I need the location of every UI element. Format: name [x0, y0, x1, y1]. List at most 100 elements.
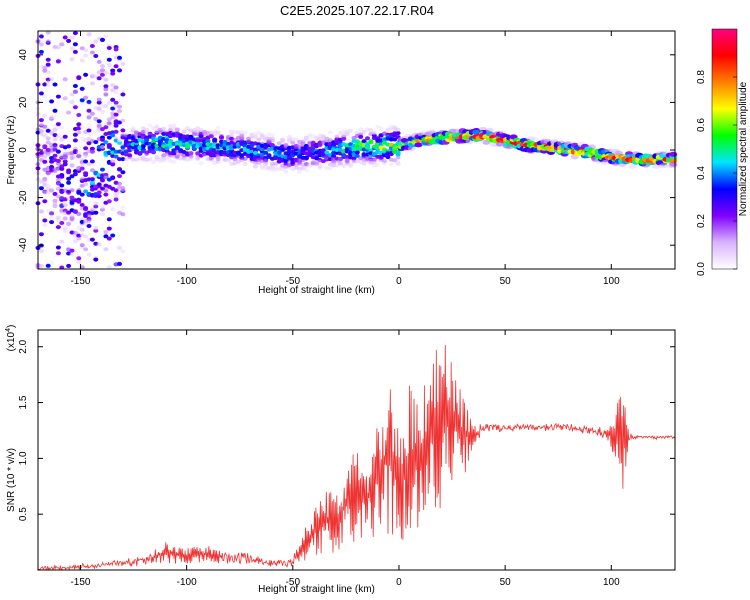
spectrogram-cell [334, 134, 340, 139]
spectrogram-cell [269, 143, 275, 147]
spectrogram-x-tick-label: 100 [603, 276, 620, 287]
spectrogram-cell [137, 151, 143, 156]
spectrogram-cell [55, 122, 61, 127]
spectrogram-cell [303, 155, 309, 160]
spectrogram-cell [361, 129, 367, 134]
spectrogram-cell [106, 217, 112, 222]
spectrogram-cell [351, 156, 357, 161]
spectrogram-cell [55, 149, 61, 154]
spectrogram-cell [361, 161, 367, 166]
spectrogram-cell [147, 157, 153, 162]
spectrogram-cell [72, 239, 78, 244]
spectrogram-cell [69, 200, 75, 205]
spectrogram-cell [252, 150, 258, 155]
spectrogram-cell [601, 160, 610, 165]
spectrogram-cell [76, 150, 82, 155]
spectrogram-cell [120, 249, 126, 254]
spectrogram-cell [83, 48, 89, 53]
spectrogram-cell [79, 98, 85, 103]
spectrogram-cell [55, 94, 61, 99]
spectrogram-cell [42, 199, 48, 204]
spectrogram-x-tick-label: 50 [500, 276, 512, 287]
spectrogram-cell [79, 227, 85, 232]
spectrogram-cell [256, 130, 262, 135]
spectrogram-cell [38, 232, 44, 237]
spectrogram-cell [652, 164, 661, 169]
spectrogram-cell [55, 45, 61, 50]
spectrogram-cell [55, 134, 61, 139]
spectrogram-cell [392, 137, 398, 142]
spectrogram-cell [117, 68, 122, 73]
spectrogram-cell [280, 167, 286, 172]
spectrogram-cell [59, 42, 65, 47]
spectrogram-cell [83, 171, 89, 176]
spectrogram-cell [93, 226, 99, 230]
spectrogram-cell [280, 137, 286, 142]
spectrogram-cell [263, 150, 269, 155]
spectrogram-cell [117, 245, 122, 250]
spectrogram-cell [103, 188, 109, 193]
spectrogram-cell [103, 103, 109, 108]
snr-y-tick-label: 0.5 [18, 507, 29, 521]
spectrogram-y-tick-label: -40 [18, 238, 29, 253]
spectrogram-cell [93, 117, 99, 121]
spectrogram-cell [45, 190, 51, 195]
spectrogram-cell [52, 108, 58, 113]
spectrogram-cell [42, 65, 48, 70]
spectrogram-cell [72, 42, 78, 47]
spectrogram-cell [86, 99, 92, 104]
spectrogram-cell [327, 166, 333, 171]
spectrogram-cell [89, 50, 95, 55]
spectrogram-cell [392, 158, 398, 163]
spectrogram-cell [45, 39, 51, 44]
spectrogram-cell [55, 251, 61, 256]
spectrogram-cell [378, 126, 384, 131]
spectrogram-cell [72, 132, 78, 137]
spectrogram-cell [113, 47, 119, 52]
spectrogram-cell [120, 118, 126, 123]
spectrogram-cell [157, 139, 163, 144]
spectrogram-cell [137, 137, 143, 142]
spectrogram-cell [337, 157, 343, 162]
spectrogram-cell [89, 146, 95, 151]
spectrogram-cell [62, 162, 68, 167]
spectrogram-cell [100, 145, 105, 149]
spectrogram-cell [96, 59, 102, 64]
spectrogram-cell [120, 205, 126, 210]
spectrogram-cell [93, 39, 99, 44]
spectrogram-cell [62, 159, 68, 164]
spectrogram-cell [38, 129, 44, 133]
spectrogram-cell [79, 203, 85, 207]
spectrogram-cell [354, 153, 360, 158]
spectrogram-cell [52, 82, 58, 87]
spectrogram-cell [69, 213, 75, 218]
spectrogram-cell [113, 100, 119, 105]
spectrogram-cell [69, 163, 75, 168]
spectrogram-cell [144, 127, 150, 132]
spectrogram-cell [414, 142, 423, 148]
spectrogram-cell [86, 32, 92, 37]
spectrogram-cell [174, 154, 180, 159]
colorbar-tick-label: 0.8 [696, 70, 707, 84]
spectrogram-cell [117, 167, 122, 172]
spectrogram-cell [103, 192, 109, 197]
spectrogram-cell [100, 167, 105, 172]
spectrogram-cell [103, 87, 109, 92]
spectrogram-cell [49, 130, 55, 135]
spectrogram-cell [188, 150, 194, 155]
colorbar-tick-label: 0.6 [696, 118, 707, 132]
spectrogram-cell [110, 83, 116, 88]
spectrogram-cell [113, 64, 119, 69]
spectrogram-cell [117, 138, 122, 143]
spectrogram-cell [106, 143, 112, 147]
spectrogram-cell [86, 115, 92, 120]
snr-x-tick-label: -50 [286, 577, 301, 588]
spectrogram-y-tick-label: -20 [18, 190, 29, 205]
spectrogram-cell [368, 128, 374, 133]
spectrogram-cell [62, 229, 68, 233]
spectrogram-cell [110, 106, 116, 111]
spectrogram-cell [246, 139, 252, 144]
spectrogram-cell [100, 109, 105, 114]
spectrogram-cell [219, 135, 224, 140]
spectrogram-cells [35, 30, 678, 270]
